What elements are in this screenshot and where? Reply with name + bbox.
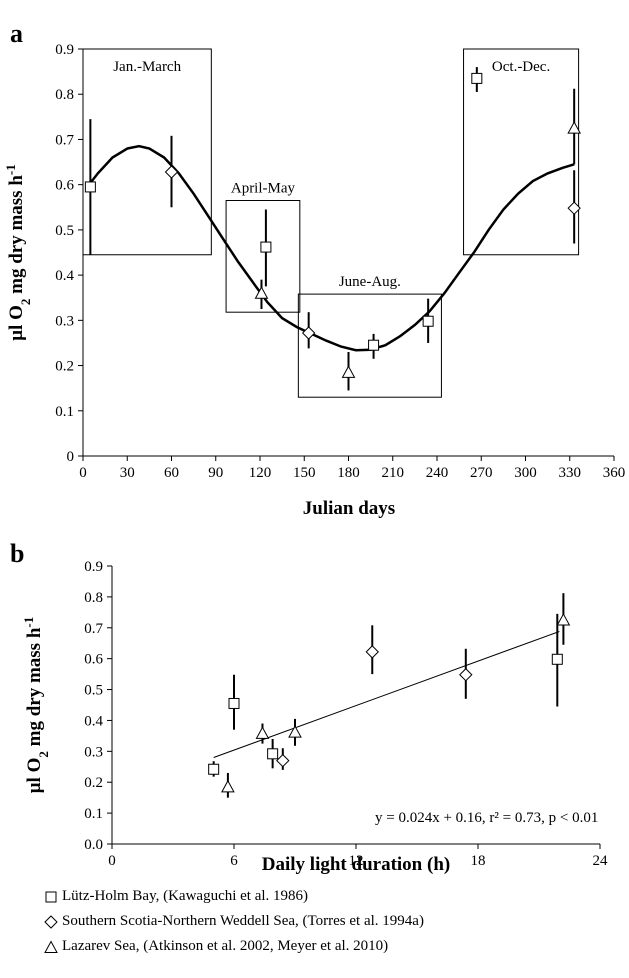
season-box <box>463 48 580 256</box>
triangle-point <box>221 779 235 793</box>
x-tick-label: 90 <box>208 465 223 481</box>
square-point <box>208 763 220 775</box>
season-label: Oct.-Dec. <box>492 59 550 75</box>
x-tick-label: 6 <box>230 853 238 869</box>
x-tick-label: 330 <box>559 465 582 481</box>
x-tick-label: 270 <box>470 465 493 481</box>
panel-a-letter: a <box>10 19 23 48</box>
diamond-point <box>164 165 179 179</box>
x-tick-label: 24 <box>593 853 609 869</box>
y-tick-label: 0.2 <box>55 359 74 375</box>
fit-curve <box>86 144 575 352</box>
diamond-marker-icon <box>40 914 62 929</box>
y-axis-title: μl O2 mg dry mass h-1 <box>21 617 51 793</box>
y-tick-label: 0.2 <box>84 775 103 791</box>
y-tick-label: 0.3 <box>84 744 103 760</box>
axes: 0 0.1 0.2 0.3 0.4 0.5 0.6 0.7 0.8 0.9 0 30 60 90 120 15… <box>55 42 625 481</box>
season-box <box>82 48 212 256</box>
legend: Lütz-Holm Bay, (Kawaguchi et al. 1986) S… <box>40 884 620 959</box>
x-tick-label: 0 <box>108 853 116 869</box>
diamond-point <box>301 326 316 340</box>
season-box <box>297 293 442 398</box>
triangle-point <box>567 121 582 134</box>
diamond-point <box>567 201 581 215</box>
panel-b: b 0.0 0.1 0.2 0.3 0.4 0.5 0.6 0.7 0.8 0.9 0 6 12 18 24… <box>10 539 608 875</box>
x-tick-label: 12 <box>349 853 364 869</box>
data-points <box>84 67 582 391</box>
fit-curve-path <box>86 144 575 352</box>
panel-a: a Jan.-MarchApril-MayJune-Aug.Oct.-Dec. … <box>3 19 626 519</box>
triangle-point <box>341 365 356 378</box>
regression-line <box>213 631 560 758</box>
y-tick-label: 0 <box>67 449 75 465</box>
y-tick-label: 0.4 <box>84 713 103 729</box>
square-marker-icon <box>40 890 62 904</box>
season-boxes: Jan.-March April-May June-Aug. Oct.-Dec. <box>82 48 580 398</box>
legend-label: Lazarev Sea, (Atkinson et al. 2002, Meye… <box>62 938 389 954</box>
x-tick-label: 120 <box>249 465 272 481</box>
triangle-point <box>556 613 571 626</box>
season-label: June-Aug. <box>339 274 401 290</box>
y-tick-label: 0.3 <box>55 313 74 329</box>
square-point <box>471 72 483 84</box>
y-tick-label: 0.6 <box>55 178 74 194</box>
square-point <box>422 315 434 327</box>
triangle-point <box>288 725 302 738</box>
y-tick-label: 0.1 <box>55 404 74 420</box>
x-tick-label: 240 <box>426 465 449 481</box>
diamond-point <box>459 668 473 682</box>
square-point <box>84 181 96 193</box>
x-tick-label: 0 <box>79 465 87 481</box>
x-tick-label: 18 <box>471 853 486 869</box>
x-tick-label: 150 <box>293 465 316 481</box>
y-tick-label: 0.9 <box>55 42 74 58</box>
square-point <box>267 748 279 760</box>
triangle-marker-icon <box>40 939 62 954</box>
square-point <box>551 653 563 665</box>
season-box <box>225 199 301 313</box>
x-tick-label: 210 <box>382 465 405 481</box>
y-tick-label: 0.9 <box>84 559 103 575</box>
season-label: Jan.-March <box>113 59 181 75</box>
season-label: April-May <box>231 180 296 196</box>
y-tick-label: 0.6 <box>84 652 103 668</box>
y-tick-label: 0.4 <box>55 268 74 284</box>
x-tick-label: 60 <box>164 465 179 481</box>
diamond-point <box>276 753 290 768</box>
x-tick-label: 360 <box>603 465 626 481</box>
x-axis-title: Julian days <box>303 498 395 519</box>
square-point <box>368 339 380 351</box>
diamond-point <box>365 645 379 659</box>
y-tick-label: 0.0 <box>84 837 103 853</box>
x-tick-label: 30 <box>120 465 135 481</box>
y-tick-label: 0.8 <box>55 87 74 103</box>
y-tick-label: 0.5 <box>84 683 103 699</box>
legend-item: Southern Scotia-Northern Weddell Sea, (T… <box>40 909 620 934</box>
legend-item: Lazarev Sea, (Atkinson et al. 2002, Meye… <box>40 934 620 959</box>
y-tick-label: 0.8 <box>84 590 103 606</box>
panel-b-letter: b <box>10 539 24 568</box>
square-point <box>228 697 240 709</box>
triangle-point <box>254 286 269 299</box>
x-axis-title: Daily light duration (h) <box>262 854 450 875</box>
y-tick-label: 0.5 <box>55 223 74 239</box>
data-points <box>208 593 571 798</box>
y-tick-label: 0.7 <box>84 621 103 637</box>
legend-item: Lütz-Holm Bay, (Kawaguchi et al. 1986) <box>40 884 620 909</box>
square-point <box>260 241 272 253</box>
x-tick-label: 180 <box>337 465 360 481</box>
regression-equation: y = 0.024x + 0.16, r² = 0.73, p < 0.01 <box>375 810 598 826</box>
x-tick-label: 300 <box>514 465 537 481</box>
y-tick-label: 0.1 <box>84 806 103 822</box>
y-axis-title: μl O2 mg dry mass h-1 <box>3 164 33 340</box>
axes: 0.0 0.1 0.2 0.3 0.4 0.5 0.6 0.7 0.8 0.9 0 6 12 18 24 <box>84 559 608 869</box>
legend-label: Lütz-Holm Bay, (Kawaguchi et al. 1986) <box>62 888 309 904</box>
y-tick-label: 0.7 <box>55 132 74 148</box>
regression-line-path <box>213 631 560 758</box>
triangle-point <box>255 726 270 739</box>
legend-label: Southern Scotia-Northern Weddell Sea, (T… <box>62 913 424 929</box>
